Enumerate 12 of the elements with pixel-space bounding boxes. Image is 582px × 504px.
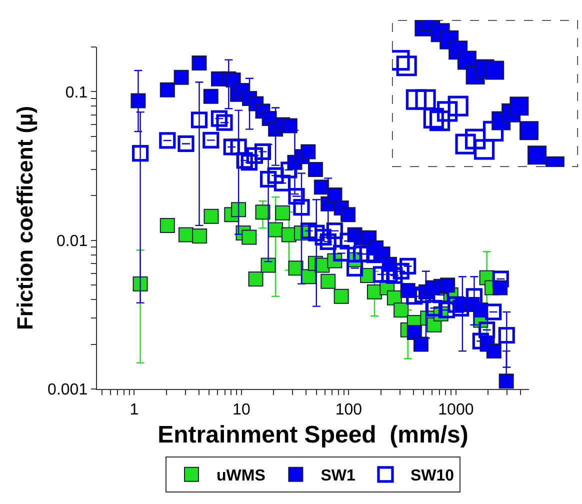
y-tick-label: 0.1 bbox=[65, 84, 88, 102]
legend-label: SW10 bbox=[410, 468, 454, 485]
y-tick-label: 0.01 bbox=[56, 232, 88, 250]
y-axis-title: Friction coefficent (µ) bbox=[12, 106, 38, 330]
x-tick-label: 10 bbox=[232, 401, 250, 418]
x-tick-label: 1000 bbox=[438, 401, 474, 418]
x-axis-title: Entrainment Speed (mm/s) bbox=[158, 422, 468, 449]
legend-label: SW1 bbox=[320, 468, 356, 485]
y-tick-label: 0.001 bbox=[48, 382, 88, 399]
x-tick-label: 1 bbox=[130, 401, 139, 418]
x-tick-label: 100 bbox=[335, 401, 362, 418]
legend-label: uWMS bbox=[216, 468, 266, 485]
